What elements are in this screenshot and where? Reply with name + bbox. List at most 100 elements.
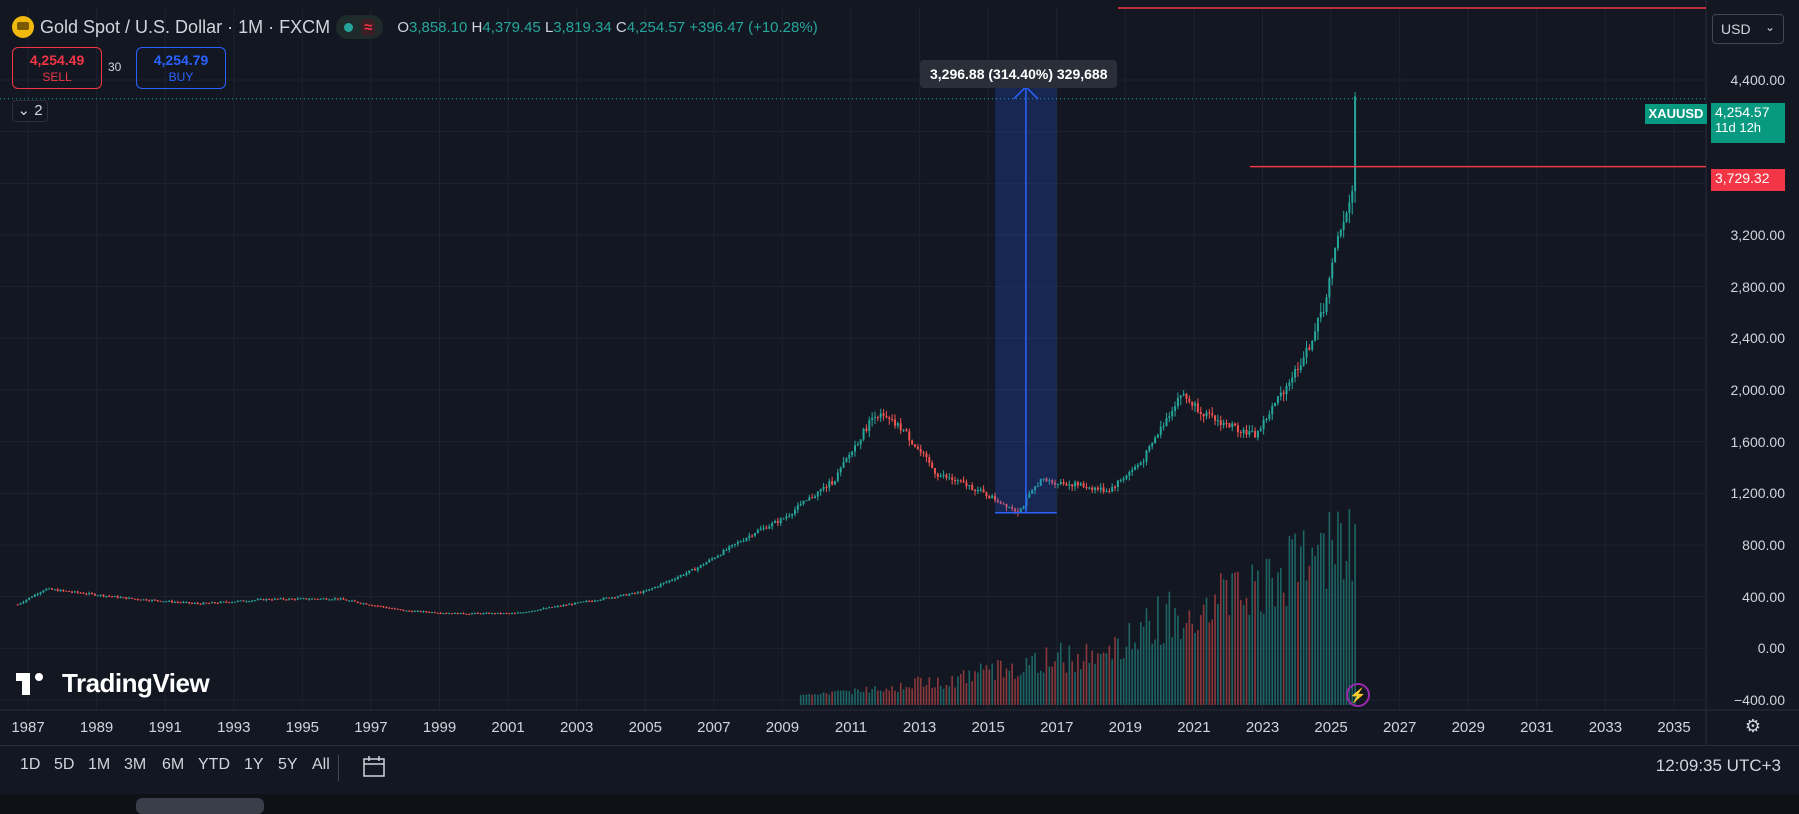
volume-bar [1025,658,1028,705]
horizontal-line-price-tag[interactable]: 3,729.32 [1711,169,1785,191]
candle-body [882,413,885,416]
volume-bar [1345,561,1348,705]
candle-body [693,569,696,571]
volume-bar [951,676,953,705]
candle-body [711,558,714,560]
candle-body [1294,368,1297,378]
range-button-5d[interactable]: 5D [54,756,75,773]
candle-body [31,596,34,598]
volume-bar [1005,668,1008,705]
indicators-collapse-button[interactable]: ⌄ 2 [12,100,48,122]
candle-body [288,598,291,600]
candle-body [1079,483,1082,486]
volume-bar [808,693,811,705]
candle-body [113,596,116,598]
candle-body [248,601,251,603]
volume-bar [1251,564,1254,705]
candle-body [1328,278,1331,298]
candle-body [811,497,814,499]
volume-bar [914,678,916,705]
volume-bar [934,687,936,705]
candle-body [499,612,502,614]
volume-bar [1139,621,1142,705]
volume-bar [1179,639,1182,705]
volume-bar [1342,579,1345,705]
volume-bar [859,691,862,705]
candle-body [1222,422,1225,426]
volume-bar [845,690,848,705]
tradingview-logo[interactable]: TradingView [16,668,210,699]
candle-body [1099,487,1102,490]
range-button-1d[interactable]: 1D [20,756,41,773]
gold-symbol-icon [12,16,34,38]
candle-body [456,612,459,615]
candle-body [356,601,359,603]
buy-button[interactable]: 4,254.79 BUY [136,47,226,89]
candle-body [348,600,351,602]
candle-body [433,612,436,614]
candle-body [405,610,408,612]
candle-body [328,599,331,601]
volume-bar [1102,652,1105,705]
candle-body [631,592,634,595]
candle-body [899,423,902,431]
candle-body [1348,202,1351,214]
candle-body [376,605,379,607]
candle-body [185,601,188,603]
settings-gear-icon[interactable]: ⚙ [1744,716,1762,736]
candle-body [1031,489,1034,494]
volume-bar [1091,650,1093,705]
horizontal-scrollbar[interactable] [0,794,1799,814]
candle-body [813,496,816,499]
sell-button[interactable]: 4,254.49 SELL [12,47,102,89]
range-button-3m[interactable]: 3M [124,756,147,773]
market-status-pill[interactable]: ≈ [336,15,384,39]
time-tick-label: 2009 [765,719,800,736]
candle-body [1065,483,1068,486]
symbol-title[interactable]: Gold Spot / U.S. Dollar · 1M · FXCM [40,16,331,37]
range-button-6m[interactable]: 6M [162,756,185,773]
volume-bar [1225,580,1228,705]
brand-name: TradingView [62,668,210,698]
candle-body [45,588,48,591]
candle-body [954,479,957,481]
goto-date-icon[interactable] [360,753,388,781]
range-button-all[interactable]: All [312,756,330,773]
candle-body [151,599,154,601]
candle-body [1191,401,1194,406]
time-tick-label: 2011 [834,719,868,736]
candle-body [465,613,468,615]
range-button-1m[interactable]: 1M [88,756,111,773]
candle-body [1102,487,1105,492]
volume-bar [919,677,922,705]
scrollbar-thumb[interactable] [136,798,264,814]
range-button-ytd[interactable]: YTD [198,756,230,773]
volume-bar [1228,615,1231,705]
candle-body [379,606,382,608]
volume-bar [977,672,979,705]
candle-body [839,467,842,473]
buy-price: 4,254.79 [153,52,209,68]
volume-bar [1325,588,1328,705]
candle-body [599,599,602,601]
candle-body [485,612,488,614]
volume-bar [1305,580,1308,705]
candle-body [682,575,685,577]
range-button-5y[interactable]: 5Y [278,756,298,773]
candle-body [451,613,454,615]
candle-body [1279,392,1282,397]
candle-body [1256,430,1259,438]
price-tick-label: 2,000.00 [1730,382,1786,398]
candle-body [1105,491,1108,493]
candle-body [1316,317,1319,332]
lightning-icon[interactable]: ⚡ [1346,683,1370,707]
currency-select[interactable]: USD ⌄ [1712,14,1784,44]
range-button-1y[interactable]: 1Y [244,756,264,773]
candle-body [365,603,368,605]
candle-body [974,490,977,492]
candle-body [1159,426,1162,435]
clock-timezone[interactable]: 12:09:35 UTC+3 [1655,756,1781,775]
volume-bar [834,691,836,705]
